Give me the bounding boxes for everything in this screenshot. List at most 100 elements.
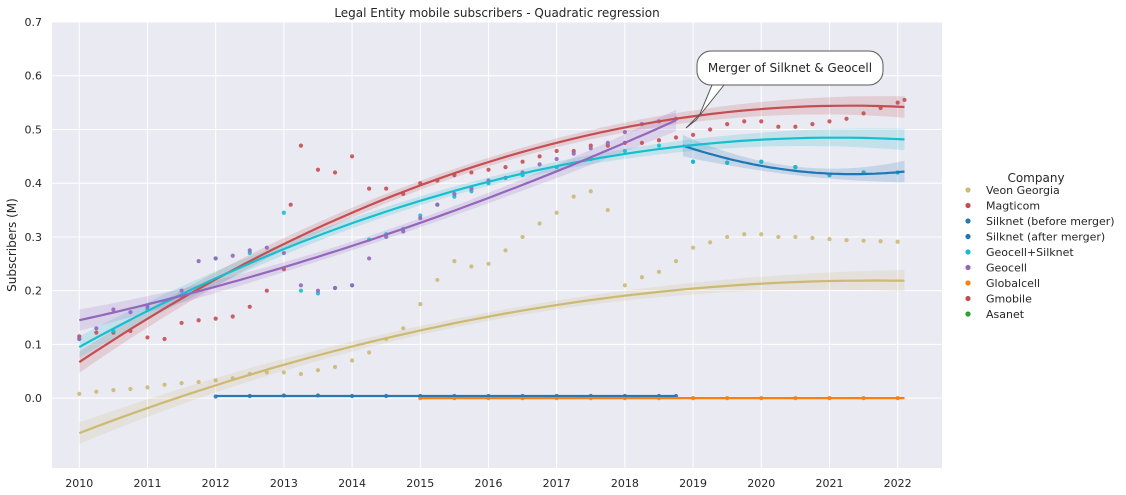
data-point bbox=[401, 229, 406, 234]
legend-entry: Veon Georgia bbox=[986, 184, 1060, 197]
legend-entry: Geocell+Silknet bbox=[986, 246, 1074, 259]
x-tick-label: 2019 bbox=[679, 477, 707, 490]
data-point bbox=[486, 261, 491, 266]
data-point bbox=[452, 191, 457, 197]
legend-entry: Silknet (after merger) bbox=[986, 231, 1105, 244]
data-point bbox=[349, 283, 355, 288]
data-point bbox=[469, 264, 474, 269]
data-point bbox=[145, 385, 150, 390]
regression-line bbox=[682, 144, 905, 176]
data-point bbox=[264, 288, 269, 293]
annotation-text: Merger of Silknet & Geocell bbox=[708, 61, 872, 75]
data-point bbox=[639, 140, 645, 146]
x-tick-label: 2014 bbox=[338, 477, 366, 490]
confidence-band bbox=[682, 134, 905, 183]
legend-marker bbox=[965, 311, 971, 317]
x-tick-label: 2011 bbox=[133, 477, 161, 490]
legend-marker bbox=[965, 233, 971, 240]
data-point bbox=[452, 259, 457, 264]
data-point bbox=[810, 235, 815, 241]
data-point bbox=[315, 368, 321, 373]
data-point bbox=[520, 234, 525, 240]
data-point bbox=[895, 239, 900, 244]
regression-line bbox=[78, 279, 905, 435]
data-point bbox=[690, 245, 696, 250]
data-point bbox=[196, 259, 201, 264]
data-point bbox=[520, 159, 525, 164]
x-tick-labels: 2010 2011 2012 2013 2014 2015 2016 2017 2018 2019… bbox=[65, 477, 911, 490]
data-point bbox=[435, 202, 440, 207]
data-point bbox=[588, 189, 593, 194]
data-point bbox=[332, 364, 338, 370]
data-point bbox=[793, 124, 798, 129]
data-point bbox=[94, 330, 99, 335]
data-point bbox=[179, 380, 184, 386]
data-point bbox=[708, 240, 713, 245]
data-point bbox=[332, 285, 338, 291]
data-point bbox=[844, 116, 849, 121]
data-point bbox=[288, 202, 293, 207]
legend-title: Company bbox=[1007, 171, 1064, 185]
data-point bbox=[486, 167, 491, 172]
data-point bbox=[827, 236, 832, 242]
data-point bbox=[196, 379, 201, 385]
data-point bbox=[759, 232, 764, 237]
data-point bbox=[776, 124, 781, 129]
data-point bbox=[810, 121, 815, 127]
data-point bbox=[349, 358, 355, 363]
data-point bbox=[94, 389, 99, 394]
y-tick-label: 0.5 bbox=[25, 123, 43, 136]
chart-title: Legal Entity mobile subscribers - Quadra… bbox=[334, 6, 659, 20]
data-point bbox=[384, 186, 389, 191]
data-point bbox=[145, 335, 150, 340]
data-point bbox=[213, 378, 218, 383]
x-tick-label: 2018 bbox=[611, 477, 639, 490]
data-point bbox=[332, 170, 338, 175]
legend: Company Veon Georgia Magticom Silknet (bef… bbox=[965, 171, 1115, 321]
data-point bbox=[656, 138, 662, 143]
legend-marker bbox=[965, 202, 971, 209]
x-tick-label: 2010 bbox=[65, 477, 93, 490]
y-tick-labels: 0.0 0.1 0.2 0.3 0.4 0.5 0.6 0.7 bbox=[25, 16, 43, 405]
data-point bbox=[281, 250, 286, 256]
data-point bbox=[656, 143, 662, 148]
data-point bbox=[281, 210, 286, 215]
data-point bbox=[247, 304, 252, 309]
data-point bbox=[128, 386, 133, 392]
data-point bbox=[264, 370, 269, 375]
data-point bbox=[367, 186, 372, 191]
legend-marker bbox=[965, 249, 971, 255]
confidence-bands bbox=[79, 96, 905, 444]
legend-marker bbox=[965, 264, 971, 271]
plot-background bbox=[52, 22, 942, 468]
legend-entry: Geocell bbox=[986, 262, 1027, 275]
data-point bbox=[895, 100, 900, 105]
legend-marker bbox=[965, 295, 971, 302]
legend-marker bbox=[965, 218, 971, 224]
confidence-band bbox=[79, 109, 677, 331]
data-point bbox=[264, 245, 269, 250]
data-point bbox=[690, 132, 696, 137]
data-point bbox=[554, 148, 559, 154]
legend-entry: Silknet (before merger) bbox=[986, 215, 1115, 228]
annotation-arrow bbox=[685, 84, 726, 129]
y-tick-label: 0.0 bbox=[25, 392, 43, 405]
data-point bbox=[725, 160, 730, 165]
data-point bbox=[298, 371, 304, 377]
x-tick-label: 2012 bbox=[202, 477, 230, 490]
y-tick-label: 0.4 bbox=[25, 177, 43, 190]
data-point bbox=[367, 350, 372, 355]
data-point bbox=[554, 210, 559, 215]
data-point bbox=[94, 326, 99, 331]
legend-marker bbox=[965, 187, 971, 193]
data-point bbox=[742, 232, 747, 237]
regression-line bbox=[78, 136, 905, 349]
y-axis-label: Subscribers (M) bbox=[5, 198, 19, 292]
data-point bbox=[503, 248, 508, 253]
data-point bbox=[902, 97, 907, 103]
data-point bbox=[844, 238, 849, 243]
regression-lines bbox=[78, 104, 905, 435]
x-tick-label: 2017 bbox=[543, 477, 571, 490]
data-point bbox=[213, 256, 218, 261]
